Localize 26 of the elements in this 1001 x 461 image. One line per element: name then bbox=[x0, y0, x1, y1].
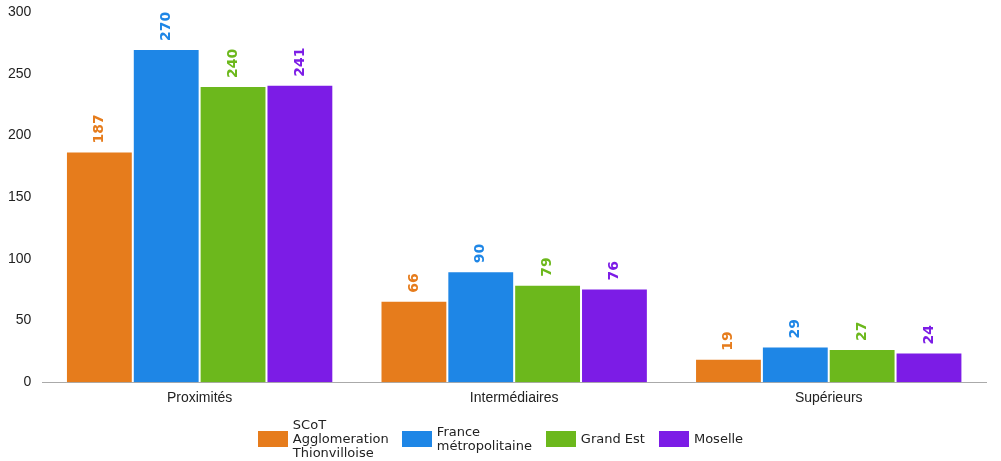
x-tick-label: Intermédiaires bbox=[469, 389, 559, 406]
data-label: 27 bbox=[852, 321, 869, 341]
data-label: 19 bbox=[719, 331, 736, 351]
y-tick-label: 250 bbox=[8, 64, 32, 81]
data-label: 24 bbox=[919, 324, 936, 345]
data-label: 90 bbox=[471, 243, 488, 264]
x-tick-label: Supérieurs bbox=[794, 389, 863, 406]
data-label: 187 bbox=[90, 114, 107, 144]
data-label: 240 bbox=[223, 48, 240, 79]
data-label: 66 bbox=[404, 273, 421, 293]
data-label: 79 bbox=[538, 257, 555, 277]
y-tick-label: 150 bbox=[8, 187, 32, 204]
data-label: 241 bbox=[290, 47, 307, 77]
y-tick-label: 200 bbox=[8, 126, 32, 143]
legend-label: Moselle bbox=[693, 431, 744, 446]
y-tick-label: 100 bbox=[8, 249, 32, 266]
data-label: 76 bbox=[605, 260, 622, 281]
legend-label: Grand Est bbox=[580, 431, 645, 446]
y-tick-label: 0 bbox=[23, 373, 32, 390]
data-label: 29 bbox=[785, 318, 802, 339]
y-tick-label: 300 bbox=[8, 2, 32, 19]
legend-label: France métropolitaine bbox=[436, 424, 532, 453]
x-tick-label: Proximités bbox=[166, 389, 233, 406]
data-label: 270 bbox=[156, 11, 173, 42]
y-tick-label: 50 bbox=[15, 311, 32, 328]
legend-label: SCoT Agglomeration Thionvilloise bbox=[292, 417, 389, 460]
